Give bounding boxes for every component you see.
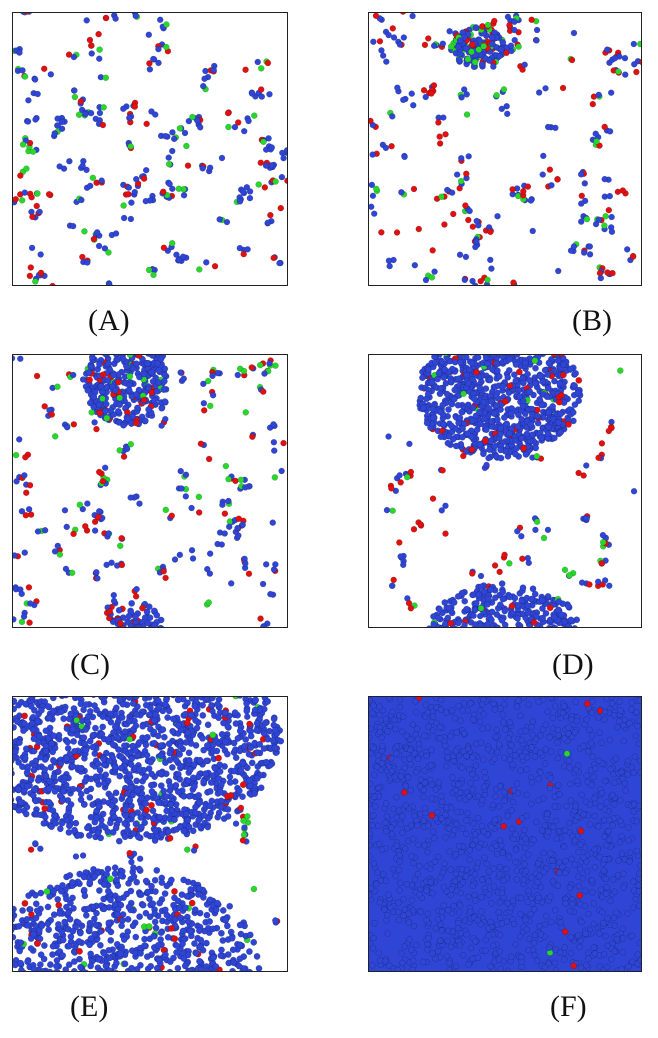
particle-scene-c xyxy=(13,355,287,627)
particle-scene-b xyxy=(369,13,641,285)
panel-d xyxy=(368,354,642,628)
panel-label-b: (B) xyxy=(572,304,612,337)
particle-scene-d xyxy=(383,355,638,627)
panel-e xyxy=(12,696,288,972)
panel-f xyxy=(368,696,642,972)
panel-label-d: (D) xyxy=(552,648,594,681)
panel-label-c: (C) xyxy=(70,648,110,681)
particle-scene-a xyxy=(13,13,287,285)
panel-label-e: (E) xyxy=(70,990,109,1023)
panel-a xyxy=(12,12,288,286)
panel-b xyxy=(368,12,642,286)
panel-label-a: (A) xyxy=(88,304,130,337)
particle-scene-f xyxy=(369,697,641,971)
particle-scene-e xyxy=(13,697,285,971)
panel-c xyxy=(12,354,288,628)
panel-label-f: (F) xyxy=(550,990,587,1023)
